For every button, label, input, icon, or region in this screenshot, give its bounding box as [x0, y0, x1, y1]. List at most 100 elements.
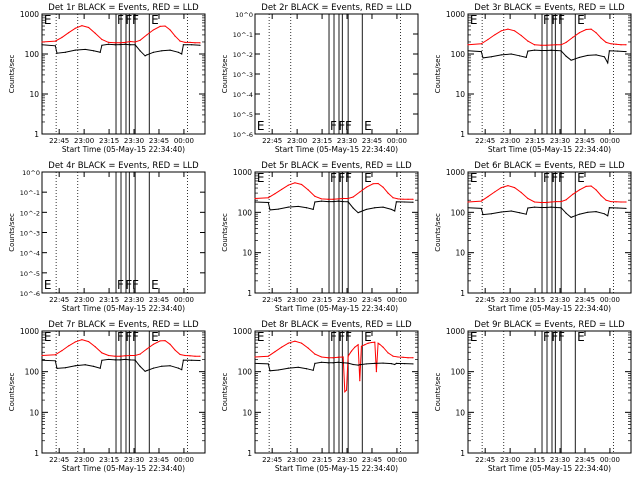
data-point-events — [129, 359, 131, 361]
data-point-events — [41, 44, 43, 46]
data-point-events — [374, 207, 376, 209]
marker-letter: E — [470, 330, 478, 344]
x-tick-label: 23:30 — [550, 456, 570, 464]
data-point-events — [394, 363, 396, 366]
data-point-events — [124, 358, 126, 361]
data-point-lld — [407, 198, 409, 200]
data-point-events — [500, 211, 502, 213]
data-point-lld — [189, 355, 191, 357]
data-point-lld — [184, 354, 186, 357]
data-point-events — [587, 54, 589, 57]
data-point-lld — [374, 341, 376, 343]
data-point-lld — [199, 355, 201, 357]
data-point-events — [314, 201, 316, 203]
data-point-events — [99, 51, 101, 53]
x-tick-label: 23:30 — [337, 137, 357, 145]
data-point-lld — [169, 343, 171, 345]
data-point-events — [595, 54, 597, 56]
data-point-lld — [74, 341, 76, 343]
y-tick-label: 100 — [451, 50, 466, 59]
data-point-events — [342, 362, 344, 364]
y-tick-label: 10 — [242, 408, 252, 417]
marker-letter: F — [543, 13, 550, 27]
panel-title: Det 6r BLACK = Events, RED = LLD — [474, 161, 625, 171]
marker-letter: E — [364, 119, 372, 133]
marker-letter: F — [345, 119, 352, 133]
data-point-events — [607, 62, 609, 64]
y-tick-label: 1000 — [446, 10, 465, 19]
data-point-lld — [377, 342, 379, 344]
y-tick-label: 10^-5 — [20, 270, 40, 278]
data-point-lld — [199, 42, 201, 44]
data-point-lld — [320, 356, 323, 358]
data-point-lld — [578, 32, 581, 34]
marker-letter: E — [44, 278, 52, 292]
data-point-events — [267, 201, 269, 204]
data-point-events — [177, 51, 179, 53]
data-point-lld — [61, 349, 63, 352]
x-tick-label: 23:45 — [149, 456, 169, 464]
x-axis-label: Start Time (05-May-15 22:34:40) — [275, 145, 398, 154]
data-point-lld — [114, 42, 116, 44]
x-tick-label: 23:45 — [362, 296, 382, 304]
data-point-events — [527, 50, 529, 52]
data-point-lld — [487, 38, 489, 41]
x-tick-label: 23:45 — [149, 296, 169, 304]
data-point-lld — [347, 355, 349, 357]
y-tick-label: 10 — [242, 249, 252, 258]
data-point-events — [550, 49, 552, 51]
data-point-lld — [274, 193, 276, 195]
data-point-lld — [74, 27, 76, 29]
data-point-events — [565, 212, 567, 214]
data-point-events — [74, 49, 76, 51]
data-point-lld — [119, 355, 121, 357]
data-point-events — [625, 50, 627, 53]
y-axis-label: Counts/sec — [434, 55, 442, 94]
data-point-events — [199, 359, 201, 362]
y-tick-label: 1 — [34, 130, 39, 139]
data-point-events — [560, 50, 562, 52]
x-tick-label: 23:30 — [550, 296, 570, 304]
x-tick-label: 00:00 — [600, 296, 620, 304]
data-point-events — [297, 205, 299, 208]
data-point-lld — [81, 25, 83, 27]
data-point-lld — [412, 357, 414, 359]
data-point-events — [337, 361, 339, 363]
marker-letter: F — [330, 171, 337, 185]
x-tick-label: 00:00 — [174, 137, 194, 145]
marker-letter: E — [257, 119, 265, 133]
marker-letter: E — [257, 171, 265, 185]
data-point-lld — [344, 391, 346, 393]
y-tick-label: 10^-1 — [233, 31, 253, 39]
data-point-events — [64, 51, 66, 53]
y-tick-label: 100 — [238, 208, 253, 217]
data-point-lld — [382, 186, 384, 188]
data-point-events — [84, 364, 86, 366]
data-point-lld — [520, 191, 522, 194]
y-tick-label: 10 — [455, 408, 465, 417]
x-tick-label: 23:45 — [362, 456, 382, 464]
data-point-lld — [513, 187, 516, 189]
panel-title: Det 7r BLACK = Events, RED = LLD — [48, 320, 199, 330]
data-point-lld — [300, 183, 303, 186]
x-tick-label: 23:30 — [124, 296, 144, 304]
x-tick-label: 23:30 — [124, 137, 144, 145]
data-point-lld — [397, 356, 399, 358]
y-tick-label: 10^-1 — [20, 189, 40, 197]
data-point-events — [550, 206, 552, 208]
data-point-lld — [545, 201, 547, 204]
data-point-lld — [500, 30, 502, 32]
data-point-lld — [134, 354, 136, 357]
data-point-events — [518, 55, 521, 57]
data-point-lld — [494, 191, 496, 193]
data-point-events — [603, 56, 605, 58]
data-point-events — [287, 367, 289, 369]
x-axis-label: Start Time (05-May-15 22:34:40) — [62, 304, 185, 313]
marker-letter: F — [551, 13, 558, 27]
y-tick-label: 10^-5 — [233, 111, 253, 119]
data-point-lld — [146, 34, 148, 36]
marker-letter: F — [117, 13, 124, 27]
data-point-events — [570, 216, 572, 218]
data-point-lld — [379, 343, 381, 345]
x-tick-label: 22:45 — [49, 137, 69, 145]
